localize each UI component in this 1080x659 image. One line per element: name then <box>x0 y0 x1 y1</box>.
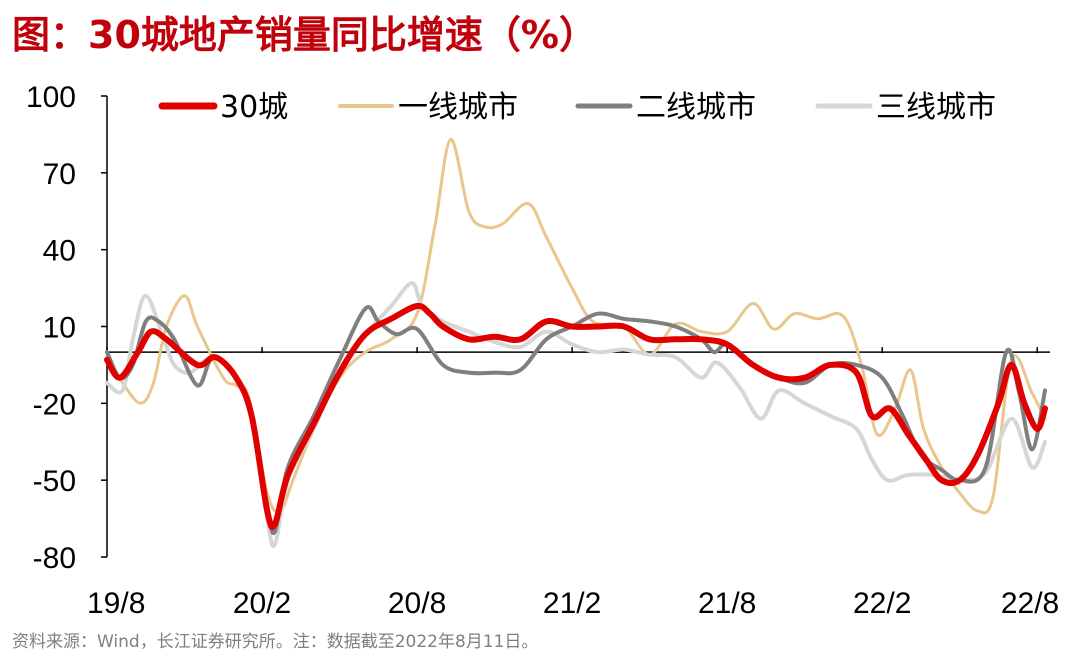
axes: 100 70 40 10 -20 -50 -80 19/8 20/2 20/8 21/2 21/8 22… <box>26 81 1059 620</box>
y-tick-label: -20 <box>33 388 76 421</box>
legend-label: 三线城市 <box>876 90 996 125</box>
x-tick-label: 20/8 <box>388 587 446 620</box>
y-tick-label: 40 <box>43 235 76 268</box>
x-tick-label: 20/2 <box>233 587 291 620</box>
legend-label: 二线城市 <box>636 90 756 125</box>
y-tick-label: -80 <box>33 542 76 575</box>
series-line-30-cities <box>104 302 1048 531</box>
legend-label: 30城 <box>220 90 288 125</box>
source-note: 资料来源：Wind，长江证券研究所。注：数据截至2022年8月11日。 <box>12 632 539 652</box>
x-tick-label: 21/2 <box>543 587 601 620</box>
y-tick-label: 70 <box>43 158 76 191</box>
y-tick-label: 10 <box>43 312 76 345</box>
x-tick-label: 19/8 <box>87 587 145 620</box>
legend-label: 一线城市 <box>398 90 518 125</box>
x-tick-label: 21/8 <box>698 587 756 620</box>
legend: 30城 一线城市 二线城市 三线城市 <box>158 90 996 125</box>
x-tick-label: 22/2 <box>853 587 911 620</box>
y-tick-label: 100 <box>26 81 76 114</box>
x-tick-label: 22/8 <box>1001 587 1059 620</box>
series-lines <box>104 137 1048 548</box>
y-tick-label: -50 <box>33 465 76 498</box>
series-line-tier2-cities <box>105 305 1047 535</box>
chart-title: 图：30城地产销量同比增速（%） <box>12 13 597 57</box>
